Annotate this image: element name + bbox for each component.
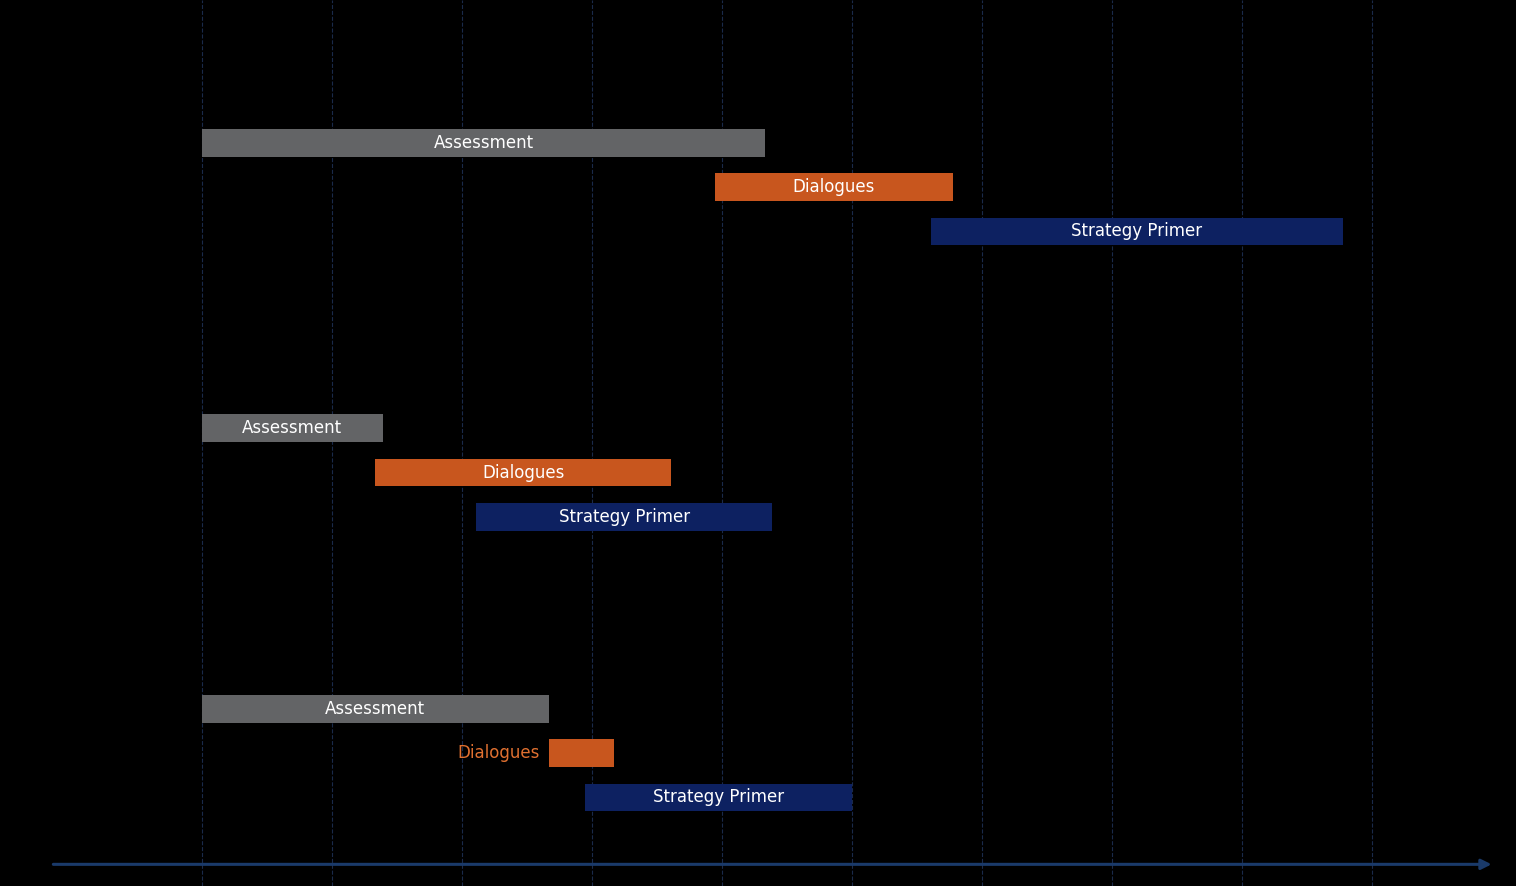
FancyBboxPatch shape: [202, 129, 766, 157]
FancyBboxPatch shape: [585, 783, 852, 812]
Text: Strategy Primer: Strategy Primer: [559, 508, 690, 525]
Text: Dialogues: Dialogues: [458, 744, 540, 762]
Text: Dialogues: Dialogues: [482, 463, 564, 481]
Text: Assessment: Assessment: [434, 134, 534, 152]
FancyBboxPatch shape: [202, 415, 382, 442]
FancyBboxPatch shape: [202, 695, 549, 723]
FancyBboxPatch shape: [476, 503, 773, 531]
Text: Assessment: Assessment: [243, 419, 343, 437]
Text: Dialogues: Dialogues: [793, 178, 875, 196]
Text: Strategy Primer: Strategy Primer: [653, 789, 784, 806]
FancyBboxPatch shape: [931, 218, 1343, 245]
Text: Strategy Primer: Strategy Primer: [1072, 222, 1202, 240]
FancyBboxPatch shape: [549, 739, 614, 767]
Text: Assessment: Assessment: [326, 700, 426, 718]
FancyBboxPatch shape: [714, 174, 954, 201]
FancyBboxPatch shape: [376, 459, 672, 486]
